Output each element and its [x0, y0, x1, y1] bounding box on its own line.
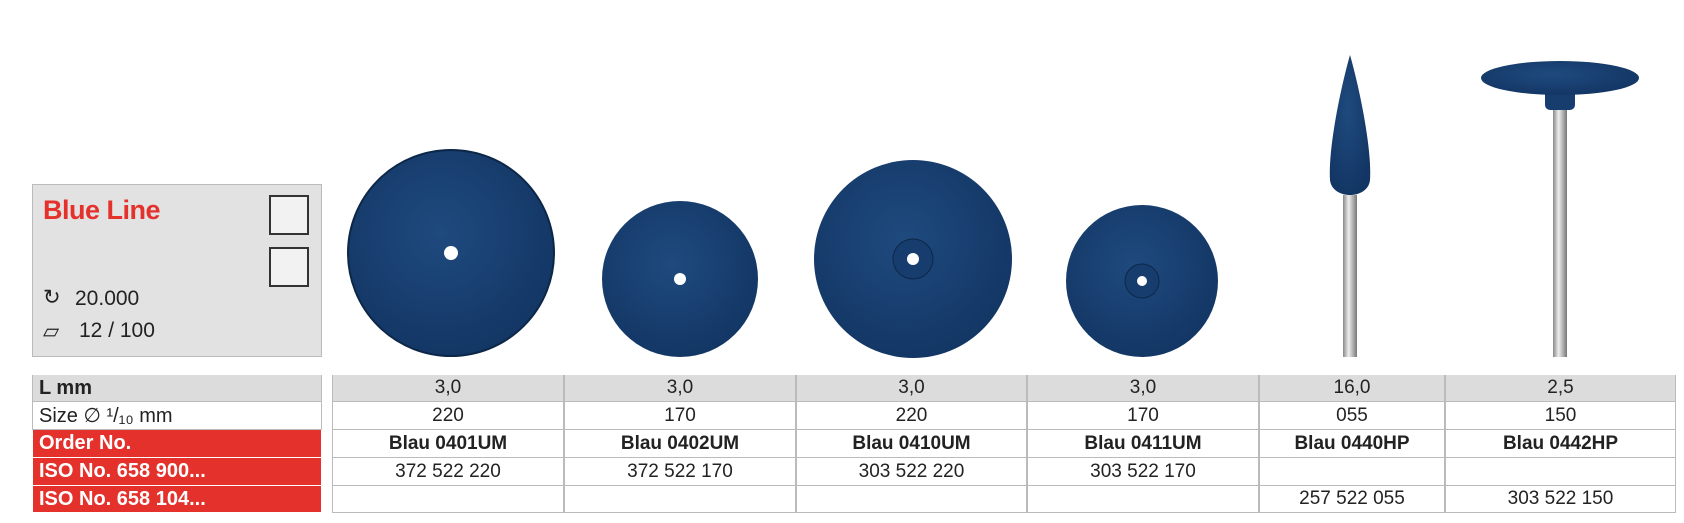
table-cell: 170 [564, 402, 796, 430]
table-cell: Blau 0411UM [1027, 430, 1259, 458]
product-images [347, 55, 1639, 358]
row-label: Size ∅ ¹/₁₀ mm [32, 402, 322, 430]
table-cell: 303 522 150 [1445, 486, 1676, 513]
handpiece-icon [269, 195, 309, 235]
table-cell [796, 486, 1027, 513]
table-cell: 3,0 [1027, 375, 1259, 402]
table-cell: 220 [332, 402, 564, 430]
table-cell [564, 486, 796, 513]
table-cell: Blau 0401UM [332, 430, 564, 458]
info-box: Blue Line ↻ 20.000 ▱ 12 / 100 [32, 184, 322, 357]
table-cell: 170 [1027, 402, 1259, 430]
table-cell: Blau 0440HP [1259, 430, 1445, 458]
application-icon [269, 247, 309, 287]
table-cell: 055 [1259, 402, 1445, 430]
table-cell: Blau 0402UM [564, 430, 796, 458]
table-cell [1445, 458, 1676, 486]
table-cell: 303 522 220 [796, 458, 1027, 486]
table-cell: 3,0 [332, 375, 564, 402]
table-cell: 150 [1445, 402, 1676, 430]
table-cell: 372 522 170 [564, 458, 796, 486]
table-cell: 3,0 [796, 375, 1027, 402]
table-cell: 3,0 [564, 375, 796, 402]
row-label: ISO No. 658 900... [32, 458, 322, 486]
table-cell: 16,0 [1259, 375, 1445, 402]
product-line-title: Blue Line [43, 195, 161, 225]
table-cell: 220 [796, 402, 1027, 430]
packaging-icon: ▱ [43, 320, 60, 343]
table-cell [332, 486, 564, 513]
speed: 20.000 [75, 287, 140, 310]
row-label: Order No. [32, 430, 322, 458]
table-cell: 303 522 170 [1027, 458, 1259, 486]
packaging: 12 / 100 [79, 319, 155, 342]
table-cell: Blau 0410UM [796, 430, 1027, 458]
table-cell: 257 522 055 [1259, 486, 1445, 513]
row-label: ISO No. 658 104... [32, 486, 322, 513]
speed-icon: ↻ [43, 286, 61, 309]
table-cell: Blau 0442HP [1445, 430, 1676, 458]
table-cell [1027, 486, 1259, 513]
table-cell: 372 522 220 [332, 458, 564, 486]
table-cell: 2,5 [1445, 375, 1676, 402]
row-label: L mm [32, 375, 322, 402]
table-cell [1259, 458, 1445, 486]
